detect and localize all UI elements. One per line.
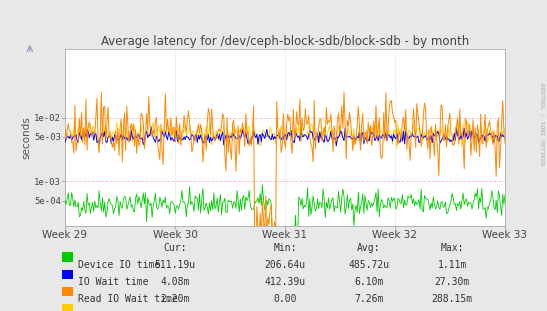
Text: 7.26m: 7.26m [354,295,383,304]
Y-axis label: seconds: seconds [21,116,31,159]
Text: 6.10m: 6.10m [354,277,383,287]
Text: 288.15m: 288.15m [432,295,473,304]
Text: Max:: Max: [440,243,464,253]
Text: RRDTOOL / TOBI OETIKER: RRDTOOL / TOBI OETIKER [539,83,544,166]
Text: 2.20m: 2.20m [160,295,190,304]
Text: 4.08m: 4.08m [160,277,190,287]
Text: Device IO time: Device IO time [78,260,160,270]
Text: 0.00: 0.00 [274,295,297,304]
Text: 1.11m: 1.11m [438,260,467,270]
Text: 485.72u: 485.72u [348,260,389,270]
Text: IO Wait time: IO Wait time [78,277,148,287]
Title: Average latency for /dev/ceph-block-sdb/block-sdb - by month: Average latency for /dev/ceph-block-sdb/… [101,35,469,48]
Text: 206.64u: 206.64u [264,260,306,270]
Text: Cur:: Cur: [163,243,187,253]
Text: 511.19u: 511.19u [154,260,196,270]
Text: Min:: Min: [274,243,297,253]
Text: 412.39u: 412.39u [264,277,306,287]
Text: Read IO Wait time: Read IO Wait time [78,295,177,304]
Text: 27.30m: 27.30m [434,277,470,287]
Text: Avg:: Avg: [357,243,380,253]
